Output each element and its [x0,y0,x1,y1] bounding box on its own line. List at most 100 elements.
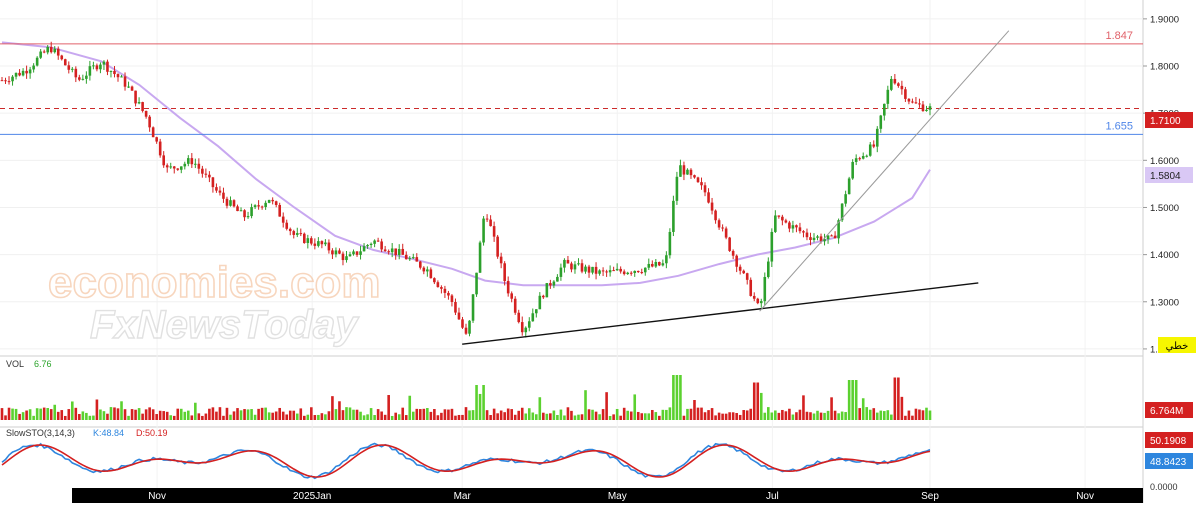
candle-body [257,205,260,207]
candle-body [288,228,292,232]
candle-body [605,271,608,273]
candle-body [872,144,876,147]
candle-body [158,141,162,156]
volume-bar [366,414,369,420]
volume-bar [67,409,71,420]
candle-body [763,276,767,302]
candle-body [844,194,847,204]
candle-body [577,263,580,265]
candle-body [109,70,113,72]
volume-bar [148,407,151,420]
candle-body [130,86,134,91]
volume-bar [626,410,629,420]
candle-body [682,165,686,175]
candle-body [215,187,218,191]
candle-body [4,80,7,82]
horizontal-level-label: 1.655 [1105,120,1133,132]
candle-body [812,237,816,241]
volume-bar [436,415,440,420]
volume-bar [601,409,605,420]
candle-body [123,76,127,87]
candle-body [71,68,74,70]
candle-body [506,280,510,294]
volume-bar [552,410,556,420]
volume-bar [250,409,253,420]
candle-body [278,204,281,217]
candle-body [440,287,443,289]
volume-bar [211,407,215,420]
candle-body [25,70,28,74]
last-price-value: 1.7100 [1150,116,1181,127]
candle-body [401,248,405,255]
candle-body [542,295,545,298]
volume-bar [573,415,577,420]
candle-body [721,227,724,229]
grid [0,0,1143,488]
candle-body [303,233,306,244]
horizontal-levels: 1.847 1.655 [0,30,1143,135]
volume-bar [155,414,158,420]
watermark-economies: economies.com [48,258,381,307]
candle-body [907,98,911,102]
volume-bar [890,414,893,420]
volume-bar [854,380,858,420]
candle-body [707,192,710,203]
candle-body [429,269,433,279]
moving-average [1,41,931,287]
volume-bar [313,415,317,420]
candle-body [904,89,907,99]
candle-body [14,72,18,77]
volume-bar [183,411,187,420]
volume-bar [805,411,809,420]
volume-bar [303,415,306,420]
candle-body [144,110,148,117]
candle-body [478,242,482,273]
volume-bar [18,413,21,420]
volume-bar [134,409,137,420]
volume-bar [566,407,570,420]
candle-body [668,231,672,256]
candle-body [791,225,795,229]
candle-body [355,251,359,255]
candle-body [826,235,830,240]
volume-bar [914,408,918,420]
stochastic-k-value: 48.8423 [1150,457,1187,468]
candle-body [426,269,429,272]
volume-bar [714,415,717,420]
candle-body [162,155,165,166]
volume-bar [897,377,900,420]
candle-body [837,220,840,239]
volume-bar [331,396,334,420]
candle-body [260,206,264,208]
candle-body [752,295,756,299]
volume-bar [489,415,492,420]
candle-body [67,65,71,70]
candle-body [805,232,809,238]
candle-body [88,66,92,76]
volume-bar [517,410,521,420]
volume-bar [724,413,728,420]
volume-bar [92,415,95,420]
volume-bar [503,412,506,420]
volume-bar [130,409,134,420]
volume-bar [271,412,274,420]
candle-body [833,235,837,239]
volume-bar [46,407,49,420]
volume-bar [545,413,549,420]
volume-bar [527,408,531,420]
time-axis: Nov 2025Jan Mar May Jul Sep Nov [148,491,1094,502]
candle-body [56,48,60,56]
volume-bar [422,408,426,420]
candle-body [559,267,563,277]
volume-bar [197,413,201,420]
volume-bar [74,407,78,420]
candle-body [246,216,250,218]
candle-body [208,174,211,178]
price-tick-label: 1.9000 [1150,14,1179,25]
volume-bar [598,414,601,420]
time-tick-label: May [608,491,627,502]
volume-bar [81,411,85,420]
volume-bar [925,407,928,420]
volume-bar [893,377,897,420]
candle-body [320,241,324,245]
